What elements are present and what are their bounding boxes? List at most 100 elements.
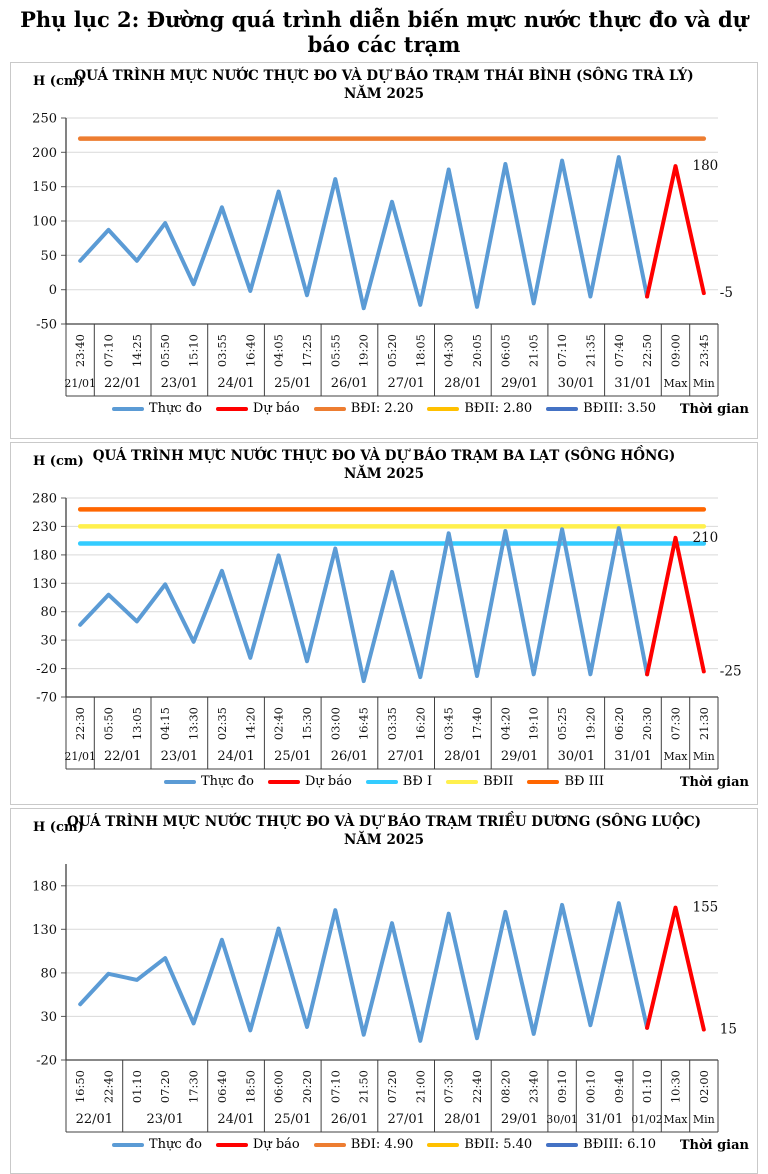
svg-text:230: 230 <box>32 520 57 535</box>
svg-text:29/01: 29/01 <box>501 376 538 391</box>
svg-text:25/01: 25/01 <box>274 1112 311 1127</box>
svg-text:Min: Min <box>693 1113 715 1126</box>
svg-text:14:25: 14:25 <box>130 334 144 367</box>
svg-text:31/01: 31/01 <box>614 376 651 391</box>
legend-line-swatch <box>313 406 346 411</box>
svg-text:22/01: 22/01 <box>76 1112 113 1127</box>
svg-text:09:10: 09:10 <box>555 1070 569 1103</box>
legend-line-swatch <box>427 406 460 411</box>
svg-text:09:00: 09:00 <box>669 334 683 367</box>
legend-label: Dự báo <box>304 774 352 790</box>
svg-text:20:05: 20:05 <box>470 334 484 367</box>
svg-text:Max: Max <box>663 377 688 390</box>
svg-text:03:00: 03:00 <box>328 707 342 740</box>
svg-text:14:20: 14:20 <box>243 707 257 740</box>
legend-label: BĐI: 4.90 <box>350 1137 414 1153</box>
svg-text:05:50: 05:50 <box>158 334 172 367</box>
legend-line-swatch <box>313 1142 346 1147</box>
svg-text:02:35: 02:35 <box>215 707 229 740</box>
legend-item: Dự báo <box>267 774 352 790</box>
legend-label: Dự báo <box>252 1137 300 1153</box>
svg-text:-20: -20 <box>36 662 57 677</box>
svg-text:16:40: 16:40 <box>243 334 257 367</box>
legend-item: Thực đo <box>163 774 254 789</box>
svg-text:24/01: 24/01 <box>217 376 254 391</box>
legend-row: Thực đo Dự báo BĐ I BĐII BĐ III Thời gian <box>11 774 757 796</box>
svg-text:18:05: 18:05 <box>413 334 427 367</box>
chart-legend: Thực đo Dự báo BĐ I BĐII BĐ III <box>157 774 611 789</box>
svg-text:06:40: 06:40 <box>215 1070 229 1103</box>
legend-line-swatch <box>163 779 196 784</box>
svg-text:Max: Max <box>663 1113 688 1126</box>
legend-item: BĐII <box>446 774 513 789</box>
svg-text:29/01: 29/01 <box>501 1112 538 1127</box>
svg-text:07:20: 07:20 <box>385 1070 399 1103</box>
svg-text:22:50: 22:50 <box>640 334 654 367</box>
svg-text:28/01: 28/01 <box>444 376 481 391</box>
svg-text:23/01: 23/01 <box>161 749 198 764</box>
svg-text:22/01: 22/01 <box>104 376 141 391</box>
chart-subtitle: NĂM 2025 <box>343 831 425 848</box>
legend-item: Dự báo <box>215 401 300 417</box>
svg-text:31/01: 31/01 <box>586 1112 623 1127</box>
svg-text:07:30: 07:30 <box>442 1070 456 1103</box>
svg-text:31/01: 31/01 <box>614 749 651 764</box>
svg-text:250: 250 <box>32 112 57 127</box>
chart-panel-ba-lat: QUÁ TRÌNH MỰC NƯỚC THỰC ĐO VÀ DỰ BÁO TRẠ… <box>10 442 758 805</box>
legend-label: Thực đo <box>148 1137 202 1153</box>
svg-text:21:35: 21:35 <box>583 334 597 367</box>
svg-text:23/01: 23/01 <box>146 1112 183 1127</box>
svg-text:100: 100 <box>32 215 57 230</box>
svg-text:16:50: 16:50 <box>73 1070 87 1103</box>
svg-text:Min: Min <box>693 377 715 390</box>
legend-label: Dự báo <box>252 401 300 417</box>
svg-text:17:40: 17:40 <box>470 707 484 740</box>
svg-text:130: 130 <box>32 923 57 938</box>
svg-text:06:05: 06:05 <box>498 334 512 367</box>
legend-item: Thực đo <box>111 1137 202 1153</box>
svg-text:06:00: 06:00 <box>272 1070 286 1103</box>
legend-row: Thực đo Dự báo BĐI: 4.90 BĐII: 5.40 BĐIII: 6… <box>11 1137 757 1159</box>
chart-title-block: QUÁ TRÌNH MỰC NƯỚC THỰC ĐO VÀ DỰ BÁO TRẠ… <box>11 814 757 849</box>
svg-text:26/01: 26/01 <box>331 1112 368 1127</box>
svg-text:80: 80 <box>40 605 57 620</box>
legend-label: BĐIII: 6.10 <box>583 1137 657 1153</box>
svg-text:28/01: 28/01 <box>444 1112 481 1127</box>
legend-label: BĐII <box>483 774 514 790</box>
svg-text:05:55: 05:55 <box>328 334 342 367</box>
legend-label: Thực đo <box>148 401 202 417</box>
svg-text:-25: -25 <box>720 663 742 679</box>
svg-text:07:40: 07:40 <box>612 334 626 367</box>
svg-text:04:15: 04:15 <box>158 707 172 740</box>
legend-line-swatch <box>365 779 398 784</box>
svg-text:26/01: 26/01 <box>331 749 368 764</box>
svg-text:03:55: 03:55 <box>215 334 229 367</box>
svg-text:25/01: 25/01 <box>274 749 311 764</box>
svg-text:23/01: 23/01 <box>161 376 198 391</box>
legend-item: BĐ III <box>527 774 604 789</box>
legend-line-swatch <box>215 406 248 411</box>
svg-text:09:40: 09:40 <box>612 1070 626 1103</box>
y-axis-label: H (cm) <box>33 454 84 469</box>
svg-text:19:20: 19:20 <box>357 334 371 367</box>
svg-text:21/01: 21/01 <box>64 750 96 763</box>
svg-text:16:45: 16:45 <box>357 707 371 740</box>
svg-text:19:20: 19:20 <box>583 707 597 740</box>
svg-text:29/01: 29/01 <box>501 749 538 764</box>
chart-legend: Thực đo Dự báo BĐI: 2.20 BĐII: 2.80 BĐIII: 3… <box>105 401 663 416</box>
svg-text:07:30: 07:30 <box>669 707 683 740</box>
legend-line-swatch <box>215 1142 248 1147</box>
chart-panel-thai-binh: QUÁ TRÌNH MỰC NƯỚC THỰC ĐO VÀ DỰ BÁO TRẠ… <box>10 62 758 439</box>
svg-text:30/01: 30/01 <box>558 376 595 391</box>
svg-text:30: 30 <box>40 1010 57 1025</box>
legend-label: BĐI: 2.20 <box>350 401 414 417</box>
chart-title-block: QUÁ TRÌNH MỰC NƯỚC THỰC ĐO VÀ DỰ BÁO TRẠ… <box>11 68 757 103</box>
svg-text:22:40: 22:40 <box>102 1070 116 1103</box>
chart-title: QUÁ TRÌNH MỰC NƯỚC THỰC ĐO VÀ DỰ BÁO TRẠ… <box>92 448 676 464</box>
legend-label: BĐIII: 3.50 <box>583 401 657 417</box>
legend-item: Dự báo <box>215 1137 300 1153</box>
svg-text:20:30: 20:30 <box>640 707 654 740</box>
svg-text:27/01: 27/01 <box>387 376 424 391</box>
svg-text:07:20: 07:20 <box>158 1070 172 1103</box>
chart-subtitle: NĂM 2025 <box>343 465 425 482</box>
